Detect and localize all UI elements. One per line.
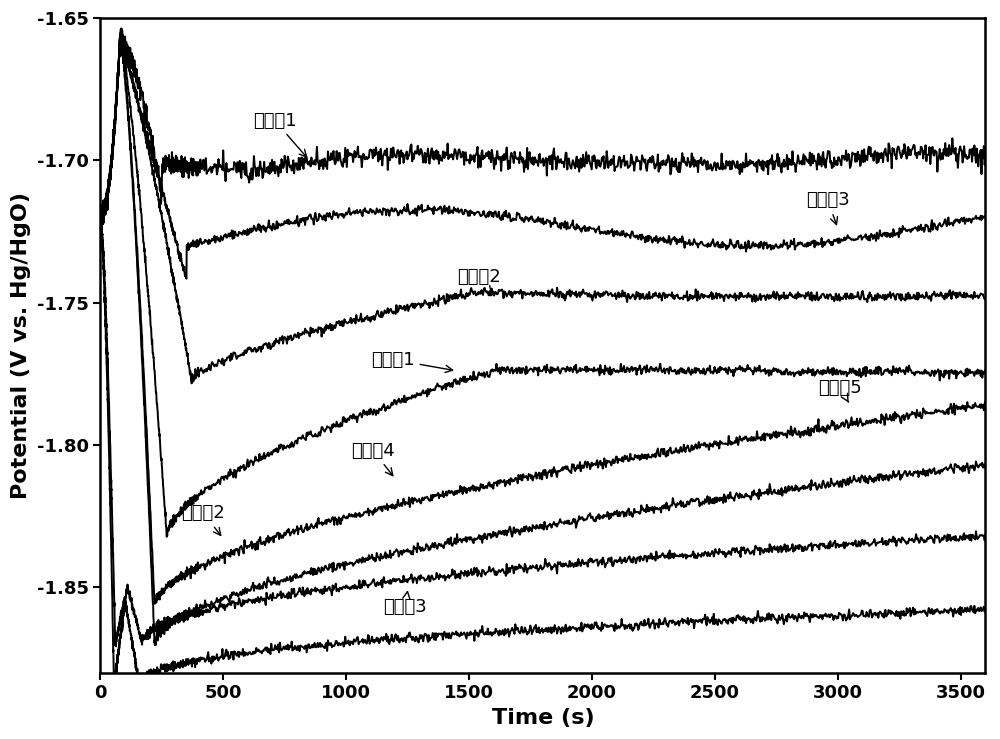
Y-axis label: Potential (V vs. Hg/HgO): Potential (V vs. Hg/HgO) [11, 192, 31, 499]
Text: 对比例1: 对比例1 [253, 112, 307, 157]
X-axis label: Time (s): Time (s) [492, 708, 594, 728]
Text: 实施例5: 实施例5 [818, 379, 862, 402]
Text: 对比例3: 对比例3 [806, 191, 850, 225]
Text: 实施例1: 实施例1 [371, 350, 453, 372]
Text: 对比例2: 对比例2 [457, 268, 501, 293]
Text: 实施例3: 实施例3 [383, 591, 427, 616]
Text: 实施例4: 实施例4 [351, 442, 395, 476]
Text: 实施例2: 实施例2 [182, 504, 225, 535]
